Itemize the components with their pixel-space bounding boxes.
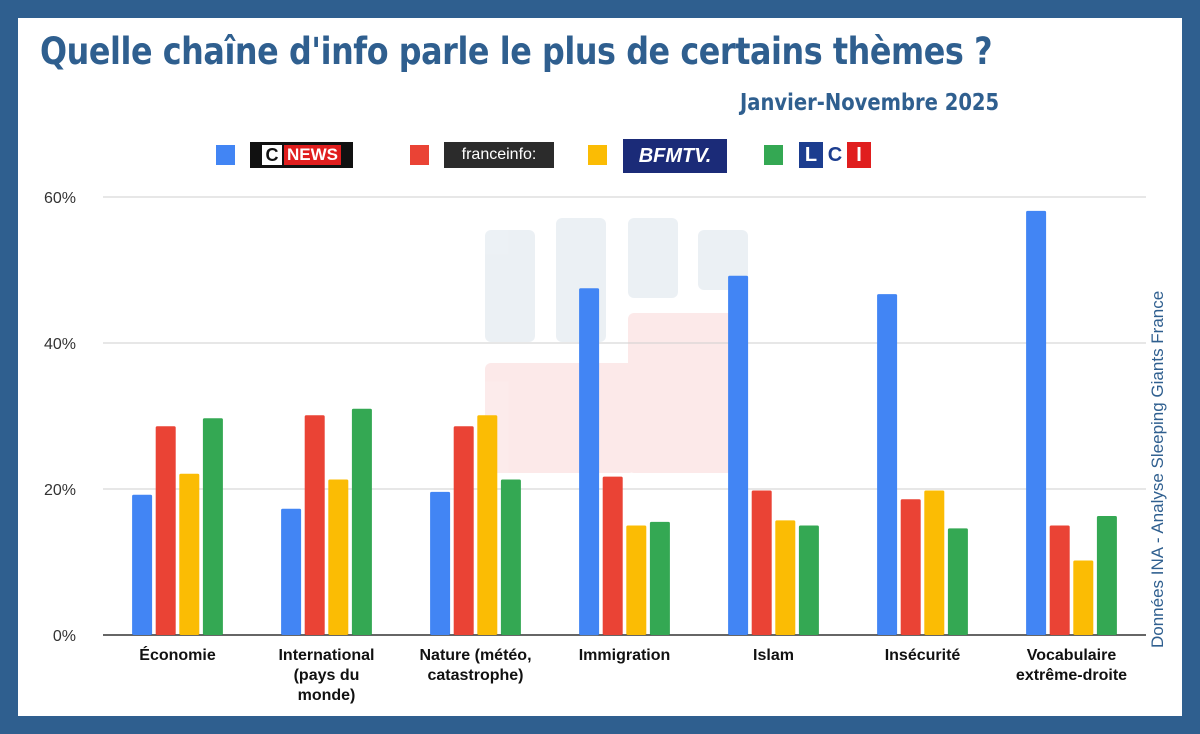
bar-bfmtv [328, 479, 349, 635]
data-source-credit: Données INA - Analyse Sleeping Giants Fr… [1148, 290, 1167, 648]
bar-franceinfo [453, 426, 474, 635]
x-category-label: Vocabulaire extrême-droite [1016, 647, 1127, 684]
bar-franceinfo [900, 499, 921, 635]
bar-franceinfo [1049, 525, 1070, 635]
legend-swatch-franceinfo [410, 145, 429, 165]
bar-cnews [728, 275, 749, 635]
bar-cnews [132, 494, 153, 635]
lci-logo-c: C [823, 142, 847, 168]
chart-title: Quelle chaîne d'info parle le plus de ce… [40, 30, 993, 73]
x-category-label-line: Insécurité [885, 647, 961, 664]
bar-bfmtv [924, 490, 945, 635]
legend-swatch-lci [764, 145, 783, 165]
bar-cnews [579, 288, 600, 636]
bar-bfmtv [477, 415, 498, 635]
bar-lci [351, 408, 372, 635]
x-category-label-line: catastrophe) [427, 667, 523, 684]
legend-logo-lci: L C I [799, 142, 871, 168]
x-category-label-line: Nature (météo, [419, 647, 531, 664]
bar-chart: 0% 20% 40% 60% Économie International (pays d… [44, 190, 1146, 704]
y-tick-label: 0% [53, 628, 76, 645]
bar-franceinfo [304, 415, 325, 635]
y-tick-label: 20% [44, 482, 76, 499]
bar-lci [1096, 516, 1117, 635]
x-category-label-line: International [278, 647, 374, 664]
y-tick-label: 60% [44, 190, 76, 207]
legend-logo-franceinfo: franceinfo: [444, 142, 554, 168]
x-category-label-line: Islam [753, 647, 794, 664]
bar-franceinfo [155, 426, 176, 635]
x-category-label: Économie [139, 645, 216, 664]
bar-lci [798, 525, 819, 635]
bar-bfmtv [1073, 560, 1094, 635]
x-category-label-line: Économie [139, 645, 216, 664]
legend-swatch-bfmtv [588, 145, 607, 165]
bar-lci [500, 479, 521, 635]
bar-lci [202, 418, 223, 635]
bar-lci [649, 521, 670, 635]
bar-cnews [281, 508, 302, 635]
lci-logo-l: L [799, 142, 823, 168]
x-category-label-line: extrême-droite [1016, 667, 1127, 684]
cnews-logo-news: NEWS [284, 145, 341, 165]
x-category-label-line: Vocabulaire [1027, 647, 1117, 664]
cnews-logo-c: C [262, 145, 282, 165]
y-tick-label: 40% [44, 336, 76, 353]
bar-cnews [1026, 210, 1047, 635]
chart-frame: Quelle chaîne d'info parle le plus de ce… [18, 18, 1182, 716]
legend-logo-cnews: C NEWS [250, 142, 353, 168]
bar-bfmtv [626, 525, 647, 635]
bar-bfmtv [775, 520, 796, 635]
legend-swatch-cnews [216, 145, 235, 165]
bar-bfmtv [179, 473, 200, 635]
bar-cnews [877, 294, 898, 635]
legend-logo-bfmtv: BFMTV. [623, 139, 727, 173]
x-category-label: Islam [753, 647, 794, 664]
x-category-label: Nature (météo, catastrophe) [419, 647, 531, 684]
x-category-label-line: (pays du [294, 667, 360, 684]
x-category-label-line: monde) [298, 687, 356, 704]
x-category-label-line: Immigration [579, 647, 671, 664]
x-category-label: Insécurité [885, 647, 961, 664]
x-category-label: International (pays du monde) [278, 647, 374, 704]
watermark-logo [485, 218, 748, 473]
bar-lci [947, 528, 968, 635]
x-category-label: Immigration [579, 647, 671, 664]
bar-franceinfo [602, 476, 623, 635]
bar-franceinfo [751, 490, 772, 635]
lci-logo-i: I [847, 142, 871, 168]
chart-subtitle: Janvier-Novembre 2025 [740, 90, 1000, 116]
bar-cnews [430, 491, 451, 635]
